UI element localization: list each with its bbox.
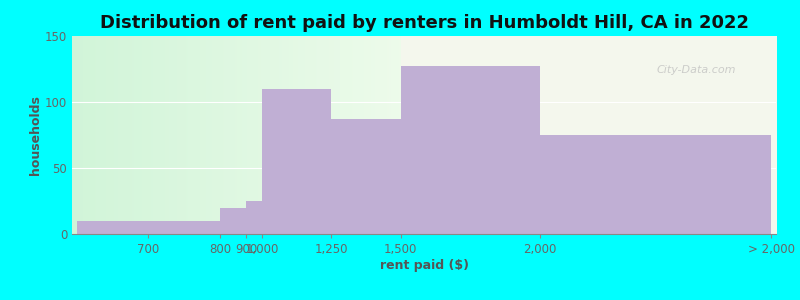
X-axis label: rent paid ($): rent paid ($) [379,259,469,272]
Bar [401,66,540,234]
Bar [331,119,401,234]
Text: City-Data.com: City-Data.com [656,65,736,75]
Bar [77,221,220,234]
Bar [262,89,331,234]
Bar [220,208,246,234]
Y-axis label: households: households [29,95,42,175]
Title: Distribution of rent paid by renters in Humboldt Hill, CA in 2022: Distribution of rent paid by renters in … [99,14,749,32]
Bar [540,135,771,234]
Bar [246,201,262,234]
